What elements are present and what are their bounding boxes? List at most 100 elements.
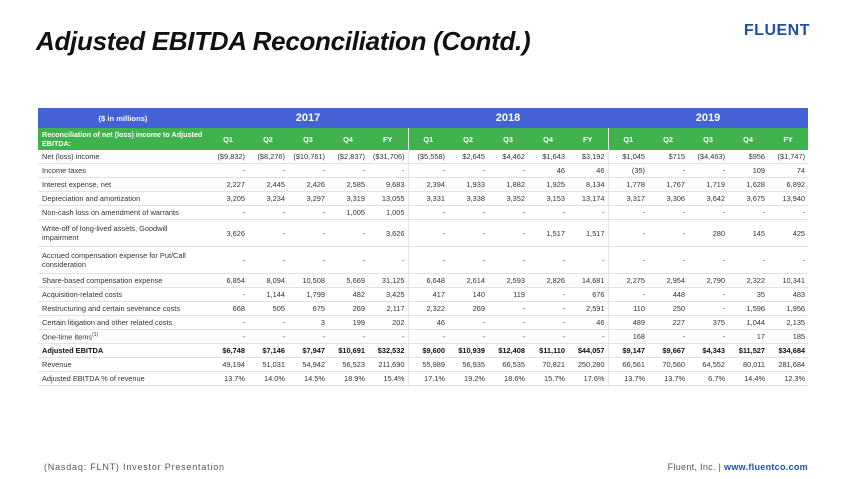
row-label: Write-off of long-lived assets, Goodwill… <box>38 219 208 247</box>
table-cell: - <box>407 205 449 220</box>
table-cell: 80,011 <box>728 357 769 372</box>
table-cell: 18.6% <box>488 371 529 386</box>
table-cell: - <box>488 301 529 316</box>
table-cell: - <box>448 219 489 247</box>
table-cell: - <box>528 301 569 316</box>
row-label: Share-based compensation expense <box>38 273 208 288</box>
row-label-text: Adjusted EBITDA <box>42 346 104 355</box>
table-cell: - <box>288 219 328 247</box>
table-cell: 2,954 <box>648 273 689 288</box>
table-cell: 668 <box>208 301 248 316</box>
table-cell: - <box>488 205 529 220</box>
table-cell: $11,110 <box>528 343 569 358</box>
table-cell: 14.5% <box>288 371 328 386</box>
table-cell: $4,343 <box>688 343 729 358</box>
table-cell: - <box>448 246 489 274</box>
table-cell: 54,942 <box>288 357 328 372</box>
table-cell: - <box>488 163 529 178</box>
table-row: Adjusted EBITDA $6,748 $7,146 $7,947 $10,691… <box>38 343 809 358</box>
table-cell: - <box>208 329 248 344</box>
period-header-row: Reconciliation of net (loss) income to A… <box>38 128 809 150</box>
table-cell: 13,055 <box>368 191 409 206</box>
table-cell: 250,280 <box>568 357 609 372</box>
table-cell: - <box>728 246 769 274</box>
table-cell: 13.7% <box>208 371 248 386</box>
table-cell: 269 <box>448 301 489 316</box>
period-header: Q4 <box>528 128 569 150</box>
table-cell: 3,297 <box>288 191 328 206</box>
table-cell: 1,144 <box>248 287 288 302</box>
table-cell: 6,854 <box>208 273 248 288</box>
table-cell: 281,684 <box>768 357 809 372</box>
table-cell: 199 <box>328 315 368 330</box>
table-cell: 1,933 <box>448 177 489 192</box>
table-cell: 70,821 <box>528 357 569 372</box>
row-label-text: Accrued compensation expense for Put/Cal… <box>42 251 186 269</box>
table-cell: $10,939 <box>448 343 489 358</box>
table-cell: 2,445 <box>248 177 288 192</box>
table-cell: 14.0% <box>248 371 288 386</box>
row-label: Accrued compensation expense for Put/Cal… <box>38 246 208 274</box>
table-cell: 2,593 <box>488 273 529 288</box>
table-cell: 3,317 <box>607 191 649 206</box>
row-label-text: Net (loss) income <box>42 152 100 161</box>
table-cell: $4,462 <box>488 150 529 164</box>
table-cell: - <box>208 287 248 302</box>
table-cell: 3,153 <box>528 191 569 206</box>
table-cell: 505 <box>248 301 288 316</box>
ebitda-reconciliation-table: ($ in millions) 2017 2018 2019 Reconcili… <box>38 108 809 386</box>
table-cell: 145 <box>728 219 769 247</box>
table-cell: 10,508 <box>288 273 328 288</box>
table-cell: - <box>208 315 248 330</box>
table-cell: $715 <box>648 150 689 164</box>
table-cell: - <box>208 246 248 274</box>
table-cell: - <box>328 329 368 344</box>
footer-website-link[interactable]: www.fluentco.com <box>724 462 808 472</box>
table-row: Write-off of long-lived assets, Goodwill… <box>38 219 809 247</box>
period-header: Q4 <box>328 128 368 150</box>
table-cell: 5,669 <box>328 273 368 288</box>
row-label-text: Certain litigation and other related cos… <box>42 318 173 327</box>
table-cell: 51,031 <box>248 357 288 372</box>
table-cell: 2,426 <box>288 177 328 192</box>
period-header: Q2 <box>448 128 489 150</box>
table-cell: 2,394 <box>407 177 449 192</box>
row-label: Restructuring and certain severance cost… <box>38 301 208 316</box>
table-cell: - <box>607 246 649 274</box>
table-cell: 17.1% <box>407 371 449 386</box>
table-cell: 70,560 <box>648 357 689 372</box>
table-cell: - <box>648 329 689 344</box>
table-cell: $2,645 <box>448 150 489 164</box>
table-cell: ($10,761) <box>288 150 328 164</box>
table-cell: - <box>288 246 328 274</box>
row-label: One-time items(1) <box>38 329 208 344</box>
table-cell: ($2,837) <box>328 150 368 164</box>
table-cell: 168 <box>607 329 649 344</box>
table-cell: ($5,558) <box>407 150 449 164</box>
row-label: Acquisition-related costs <box>38 287 208 302</box>
row-label-text: Share-based compensation expense <box>42 276 163 285</box>
table-cell: 417 <box>407 287 449 302</box>
table-cell: $9,147 <box>607 343 649 358</box>
table-cell: 74 <box>768 163 809 178</box>
table-cell: - <box>648 163 689 178</box>
row-label-text: Acquisition-related costs <box>42 290 123 299</box>
table-cell: 109 <box>728 163 769 178</box>
table-cell: 15.4% <box>368 371 409 386</box>
table-cell: - <box>648 219 689 247</box>
row-label-text: Interest expense, net <box>42 180 112 189</box>
footer-presentation-label: (Nasdaq: FLNT) Investor Presentation <box>44 462 225 472</box>
year-header-2018: 2018 <box>408 108 609 128</box>
table-cell: 66,535 <box>488 357 529 372</box>
table-cell: - <box>448 329 489 344</box>
table-cell: 2,790 <box>688 273 729 288</box>
table-cell: - <box>607 219 649 247</box>
table-cell: 185 <box>768 329 809 344</box>
table-cell: - <box>688 246 729 274</box>
table-cell: - <box>328 246 368 274</box>
table-cell: - <box>688 329 729 344</box>
table-cell: 1,596 <box>728 301 769 316</box>
row-label-text: One-time items <box>42 332 93 342</box>
table-cell: 66,561 <box>607 357 649 372</box>
table-cell: 1,767 <box>648 177 689 192</box>
